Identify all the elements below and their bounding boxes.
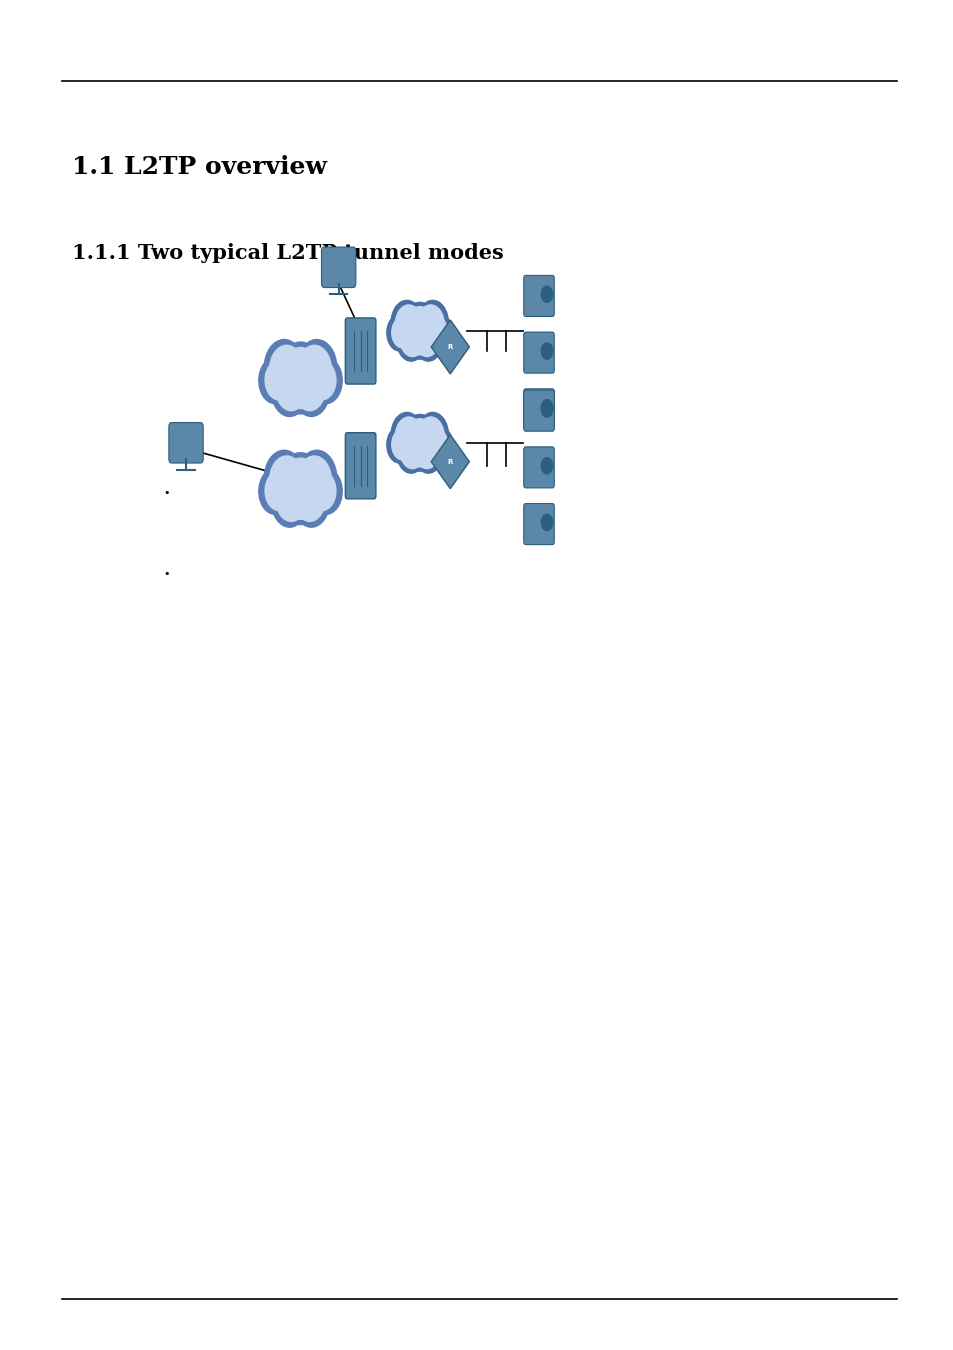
Text: •: •	[164, 487, 170, 498]
FancyBboxPatch shape	[345, 432, 375, 498]
Circle shape	[274, 342, 326, 414]
Text: •: •	[164, 568, 170, 579]
Circle shape	[265, 471, 293, 510]
FancyBboxPatch shape	[169, 423, 203, 463]
Circle shape	[395, 305, 422, 343]
FancyBboxPatch shape	[523, 390, 554, 431]
Circle shape	[414, 432, 442, 472]
Circle shape	[399, 414, 439, 471]
FancyBboxPatch shape	[321, 247, 355, 288]
Circle shape	[308, 360, 335, 400]
Circle shape	[293, 477, 329, 526]
Circle shape	[294, 478, 325, 521]
Text: 1.1 L2TP overview: 1.1 L2TP overview	[71, 155, 326, 180]
Circle shape	[425, 317, 447, 348]
Circle shape	[296, 451, 336, 506]
FancyBboxPatch shape	[523, 447, 554, 487]
Circle shape	[395, 417, 422, 455]
Circle shape	[265, 360, 293, 400]
Circle shape	[270, 456, 303, 504]
Circle shape	[400, 323, 424, 356]
Circle shape	[296, 340, 336, 396]
Circle shape	[391, 301, 422, 346]
Circle shape	[264, 451, 304, 506]
Circle shape	[540, 514, 552, 531]
Circle shape	[416, 301, 448, 346]
Circle shape	[308, 471, 335, 510]
Circle shape	[386, 427, 412, 463]
Circle shape	[258, 468, 291, 514]
Circle shape	[414, 321, 442, 360]
Circle shape	[294, 367, 325, 410]
Circle shape	[278, 347, 322, 409]
Circle shape	[402, 418, 436, 467]
Circle shape	[386, 315, 412, 351]
Circle shape	[275, 367, 306, 410]
Text: R: R	[447, 344, 453, 350]
Circle shape	[399, 302, 439, 359]
Circle shape	[427, 427, 453, 463]
Circle shape	[309, 358, 342, 404]
Polygon shape	[431, 435, 469, 489]
FancyBboxPatch shape	[345, 319, 375, 383]
Circle shape	[297, 346, 331, 393]
FancyBboxPatch shape	[523, 504, 554, 544]
FancyBboxPatch shape	[523, 332, 554, 373]
Circle shape	[416, 417, 443, 455]
Circle shape	[425, 429, 447, 460]
Circle shape	[392, 317, 414, 348]
Circle shape	[258, 358, 291, 404]
Circle shape	[392, 429, 414, 460]
Text: R: R	[447, 459, 453, 464]
Circle shape	[540, 401, 552, 417]
Circle shape	[540, 286, 552, 302]
Circle shape	[396, 321, 425, 360]
Circle shape	[272, 364, 308, 416]
Circle shape	[540, 458, 552, 474]
Text: 1.1.1 Two typical L2TP tunnel modes: 1.1.1 Two typical L2TP tunnel modes	[71, 243, 503, 263]
Circle shape	[416, 305, 443, 343]
Circle shape	[416, 413, 448, 456]
Circle shape	[415, 323, 438, 356]
Circle shape	[278, 458, 322, 520]
Circle shape	[270, 346, 303, 393]
Circle shape	[391, 413, 422, 456]
FancyBboxPatch shape	[523, 389, 554, 429]
FancyBboxPatch shape	[523, 275, 554, 316]
Circle shape	[275, 478, 306, 521]
Circle shape	[293, 364, 329, 416]
Circle shape	[400, 435, 424, 468]
Circle shape	[396, 432, 425, 472]
Circle shape	[427, 315, 453, 351]
Polygon shape	[431, 320, 469, 374]
Circle shape	[540, 400, 552, 416]
Circle shape	[264, 340, 304, 396]
Circle shape	[415, 435, 438, 468]
Circle shape	[402, 306, 436, 355]
Circle shape	[272, 477, 308, 526]
Circle shape	[274, 452, 326, 525]
Circle shape	[540, 343, 552, 359]
Circle shape	[309, 468, 342, 514]
Circle shape	[297, 456, 331, 504]
